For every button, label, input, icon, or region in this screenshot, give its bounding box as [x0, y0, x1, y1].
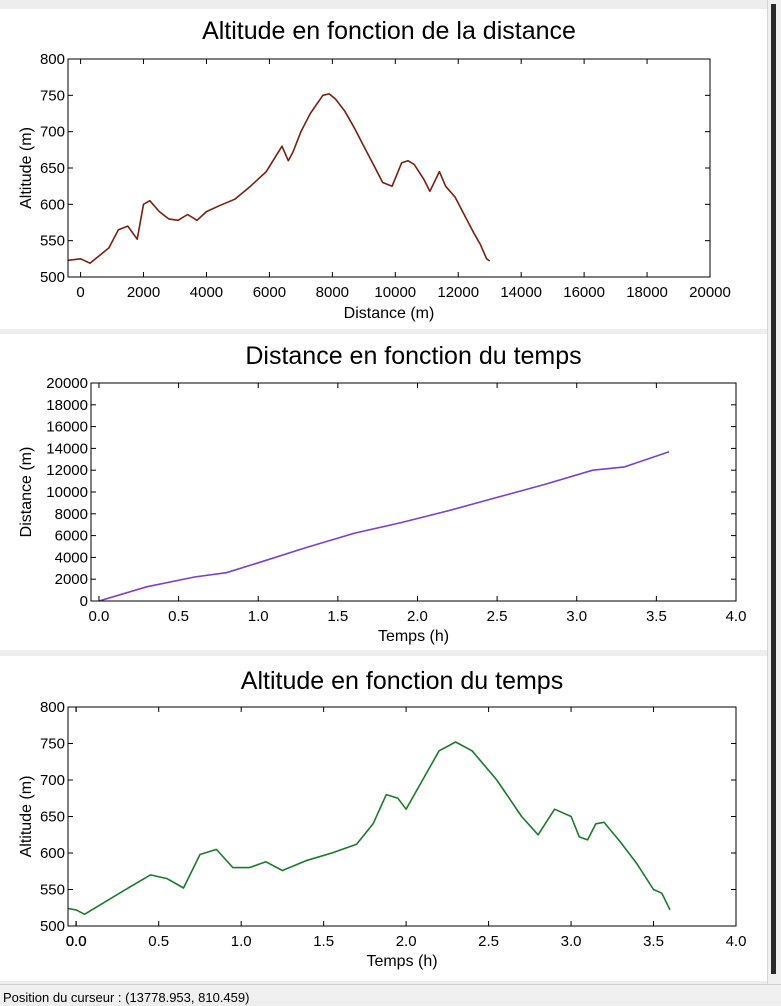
x-tick-label: 6000	[253, 284, 286, 301]
y-tick-label: 10000	[46, 484, 88, 501]
data-series-line	[98, 450, 670, 602]
y-tick-label: 550	[40, 882, 65, 899]
y-tick-label: 700	[40, 772, 65, 789]
chart-title: Distance en fonction du temps	[245, 342, 581, 370]
y-axis-label: Distance (m)	[18, 447, 35, 538]
vertical-scrollbar[interactable]	[767, 0, 781, 988]
window-top-strip	[0, 0, 781, 8]
y-tick-label: 6000	[55, 528, 88, 545]
x-tick-label: 0.5	[148, 933, 169, 950]
y-tick-label: 18000	[46, 397, 88, 414]
y-tick-label: 14000	[46, 440, 88, 457]
x-tick-label: 20000	[689, 284, 731, 301]
status-bar: Position du curseur : (13778.953, 810.45…	[0, 984, 781, 1005]
x-tick-label: 0.5	[168, 608, 189, 625]
x-axis-label: Temps (h)	[366, 953, 437, 970]
y-tick-label: 12000	[46, 462, 88, 479]
x-tick-label: 16000	[563, 284, 605, 301]
x-axis-label: Distance (m)	[344, 305, 435, 322]
x-tick-label: 3.5	[646, 608, 667, 625]
x-tick-label: 1.0	[248, 608, 269, 625]
x-tick-label: 18000	[626, 284, 668, 301]
x-tick-label: 0.0	[66, 933, 87, 950]
chart-distance-vs-time: Distance en fonction du temps 0 2000 4000 60…	[18, 342, 747, 645]
data-series-line	[67, 741, 671, 916]
y-tick-label: 750	[40, 736, 65, 753]
chart-panel-altitude-time: Altitude en fonction du temps 500 550 600 65…	[0, 656, 768, 981]
chart-panel-altitude-distance: Altitude en fonction de la distance 500 55…	[0, 9, 768, 329]
y-tick-label: 800	[40, 51, 65, 68]
x-tick-label: 1.5	[313, 933, 334, 950]
x-tick-label: 8000	[316, 284, 349, 301]
x-axis-label: Temps (h)	[378, 628, 449, 645]
plot-frame	[67, 58, 711, 278]
y-tick-label: 600	[40, 196, 65, 213]
y-tick-label: 650	[40, 160, 65, 177]
x-tick-label: 2.5	[478, 933, 499, 950]
x-tick-label: 3.0	[561, 933, 582, 950]
x-tick-label: 1.0	[231, 933, 252, 950]
x-tick-label: 0	[76, 284, 84, 301]
y-tick-label: 20000	[46, 375, 88, 392]
x-tick-label: 3.5	[643, 933, 664, 950]
y-tick-label: 700	[40, 124, 65, 141]
y-tick-label: 2000	[55, 571, 88, 588]
data-series-line	[67, 93, 491, 264]
chart-title: Altitude en fonction de la distance	[202, 17, 576, 45]
y-tick-label: 650	[40, 809, 65, 826]
x-tick-label: 0.0	[66, 933, 87, 950]
chart-altitude-vs-time: Altitude en fonction du temps 500 550 600 65…	[18, 667, 747, 970]
y-tick-label: 16000	[46, 419, 88, 436]
x-tick-label: 4.0	[726, 933, 747, 950]
y-axis-label: Altitude (m)	[18, 776, 35, 858]
y-tick-label: 600	[40, 845, 65, 862]
x-tick-label: 4.0	[726, 608, 747, 625]
y-axis-label: Altitude (m)	[18, 127, 35, 209]
x-tick-label: 4000	[190, 284, 223, 301]
x-tick-label: 2000	[127, 284, 160, 301]
y-tick-label: 500	[40, 918, 65, 935]
x-tick-label: 0.0	[89, 608, 110, 625]
x-tick-label: 2.0	[396, 933, 417, 950]
y-tick-label: 800	[40, 699, 65, 716]
plot-frame	[67, 706, 737, 927]
cursor-position-label: Position du curseur : (13778.953, 810.45…	[3, 990, 250, 1005]
y-tick-label: 4000	[55, 549, 88, 566]
chart-title: Altitude en fonction du temps	[241, 667, 563, 695]
chart-altitude-vs-distance: Altitude en fonction de la distance 500 55…	[18, 17, 731, 322]
x-tick-label: 10000	[374, 284, 416, 301]
chart-panel-distance-time: Distance en fonction du temps 0 2000 4000 60…	[0, 334, 768, 650]
y-tick-label: 8000	[55, 506, 88, 523]
x-tick-label: 12000	[437, 284, 479, 301]
y-tick-label: 550	[40, 233, 65, 250]
x-tick-label: 3.0	[566, 608, 587, 625]
plot-frame	[90, 382, 737, 602]
y-tick-label: 750	[40, 87, 65, 104]
x-tick-label: 2.5	[487, 608, 508, 625]
y-tick-label: 0	[80, 593, 88, 610]
x-tick-label: 14000	[500, 284, 542, 301]
scrollbar-thumb[interactable]	[771, 4, 776, 974]
x-tick-label: 1.5	[327, 608, 348, 625]
y-tick-label: 500	[40, 269, 65, 286]
x-tick-label: 2.0	[407, 608, 428, 625]
